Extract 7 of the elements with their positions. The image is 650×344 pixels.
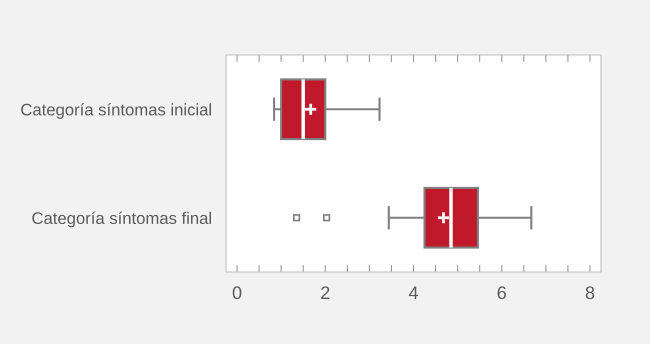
x-tick-label: 8	[586, 286, 594, 300]
y-tick-label: Categoría síntomas inicial	[21, 103, 212, 119]
x-tick-label: 4	[408, 286, 418, 299]
x-tick-label: 0	[232, 286, 242, 300]
x-tick-label: 6	[498, 286, 506, 300]
y-tick-label: Categoría síntomas final	[32, 212, 212, 228]
x-tick-label: 2	[321, 286, 330, 299]
